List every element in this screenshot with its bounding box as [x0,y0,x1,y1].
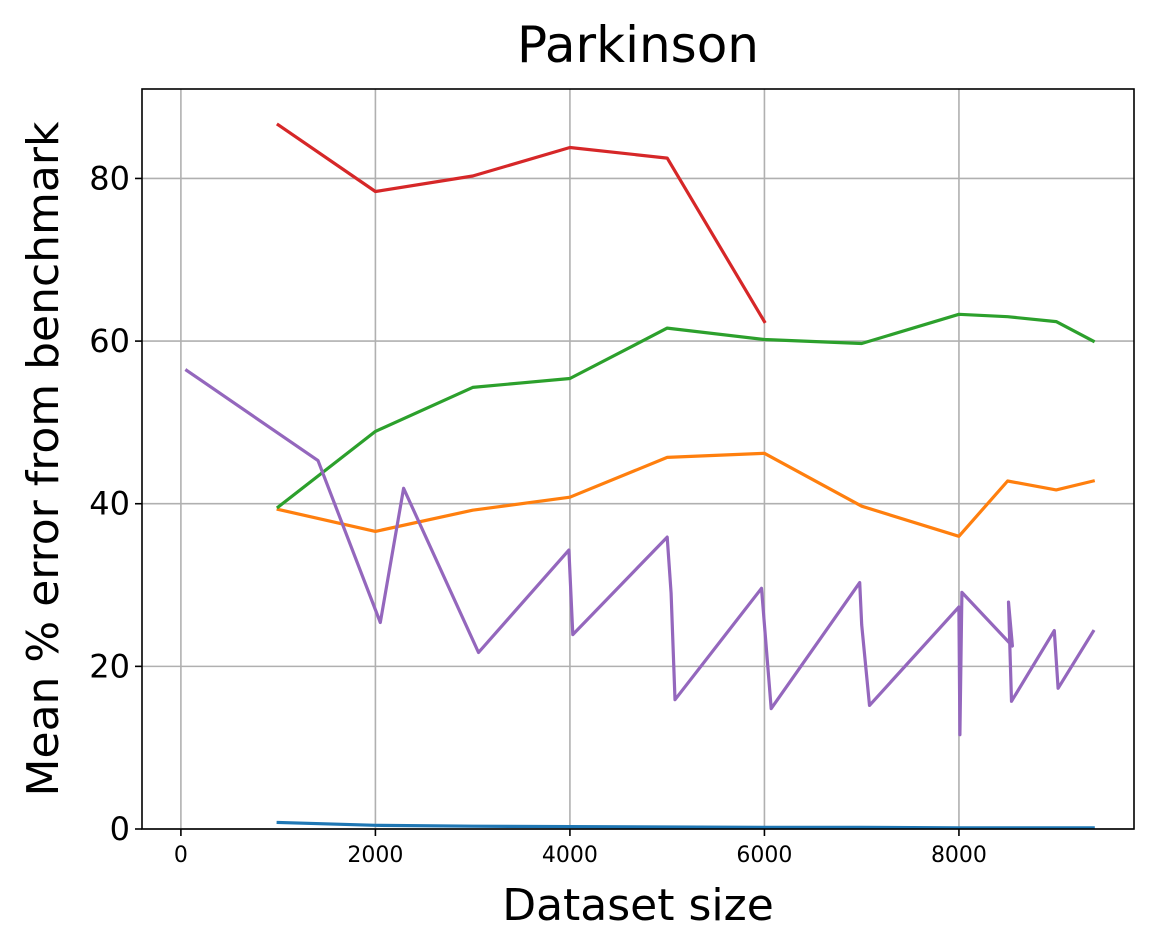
x-tick-label: 0 [174,843,188,868]
y-axis-label: Mean % error from benchmark [18,121,69,796]
y-tick-label: 40 [89,485,130,523]
x-axis-label: Dataset size [502,880,774,931]
chart-title: Parkinson [517,16,759,74]
axis-ticks: 0 2000 4000 6000 8000 0 20 40 60 80 [89,159,987,868]
y-tick-label: 20 [89,647,130,685]
x-tick-label: 2000 [347,843,403,868]
series-line-1 [276,820,1095,830]
plot-frame [141,88,1135,830]
series-line-4 [275,122,767,324]
x-tick-label: 6000 [736,843,792,868]
series-line-2 [276,451,1096,538]
y-tick-label: 80 [89,159,130,197]
x-tick-label: 8000 [931,843,987,868]
series-line-5 [184,368,1096,737]
series-line-3 [275,312,1096,510]
series-lines [184,122,1096,830]
y-tick-label: 0 [110,810,130,848]
grid [142,89,1134,830]
y-tick-label: 60 [89,322,130,360]
x-tick-label: 4000 [542,843,598,868]
